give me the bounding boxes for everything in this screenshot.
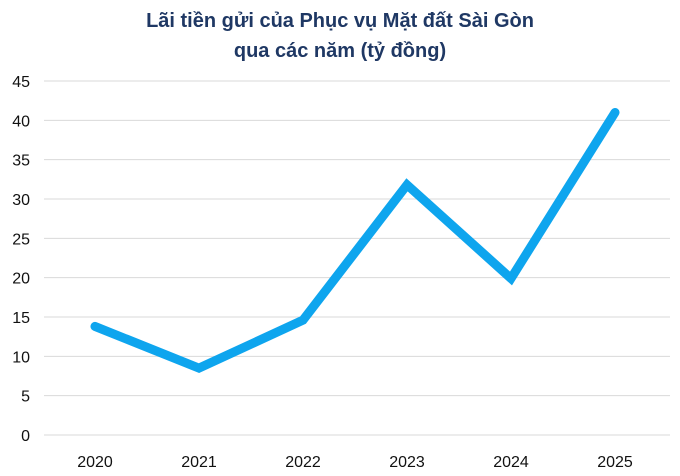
- y-tick-label: 45: [12, 74, 30, 91]
- y-tick-label: 10: [12, 349, 30, 366]
- x-tick-label-2025: 2025: [597, 454, 633, 471]
- x-tick-label-2023: 2023: [389, 454, 425, 471]
- x-tick-label-2024: 2024: [493, 454, 529, 471]
- chart-title-line-1: Lãi tiền gửi của Phục vụ Mặt đất Sài Gòn: [146, 10, 534, 32]
- x-tick-label-2021: 2021: [181, 454, 217, 471]
- y-tick-label: 25: [12, 231, 30, 248]
- series-line-0: [90, 107, 620, 374]
- y-tick-label: 0: [21, 428, 30, 445]
- y-tick-label: 35: [12, 153, 30, 170]
- y-tick-label: 15: [12, 310, 30, 327]
- y-tick-label: 30: [12, 192, 30, 209]
- chart-title: Lãi tiền gửi của Phục vụ Mặt đất Sài Gòn…: [0, 6, 680, 66]
- gridlines: [44, 80, 670, 436]
- y-tick-label: 40: [12, 113, 30, 130]
- y-tick-label: 5: [21, 389, 30, 406]
- series-layer: [90, 107, 620, 374]
- y-tick-label: 20: [12, 271, 30, 288]
- y-axis-ticks: 0 5 10 15 20 25 30 35 40 45: [12, 74, 30, 445]
- x-tick-label-2020: 2020: [77, 454, 113, 471]
- chart-title-line-2: qua các năm (tỷ đồng): [233, 40, 447, 62]
- x-axis-ticks: 2020 2021 2022 2023 2024 2025: [77, 454, 633, 471]
- x-tick-label-2022: 2022: [285, 454, 321, 471]
